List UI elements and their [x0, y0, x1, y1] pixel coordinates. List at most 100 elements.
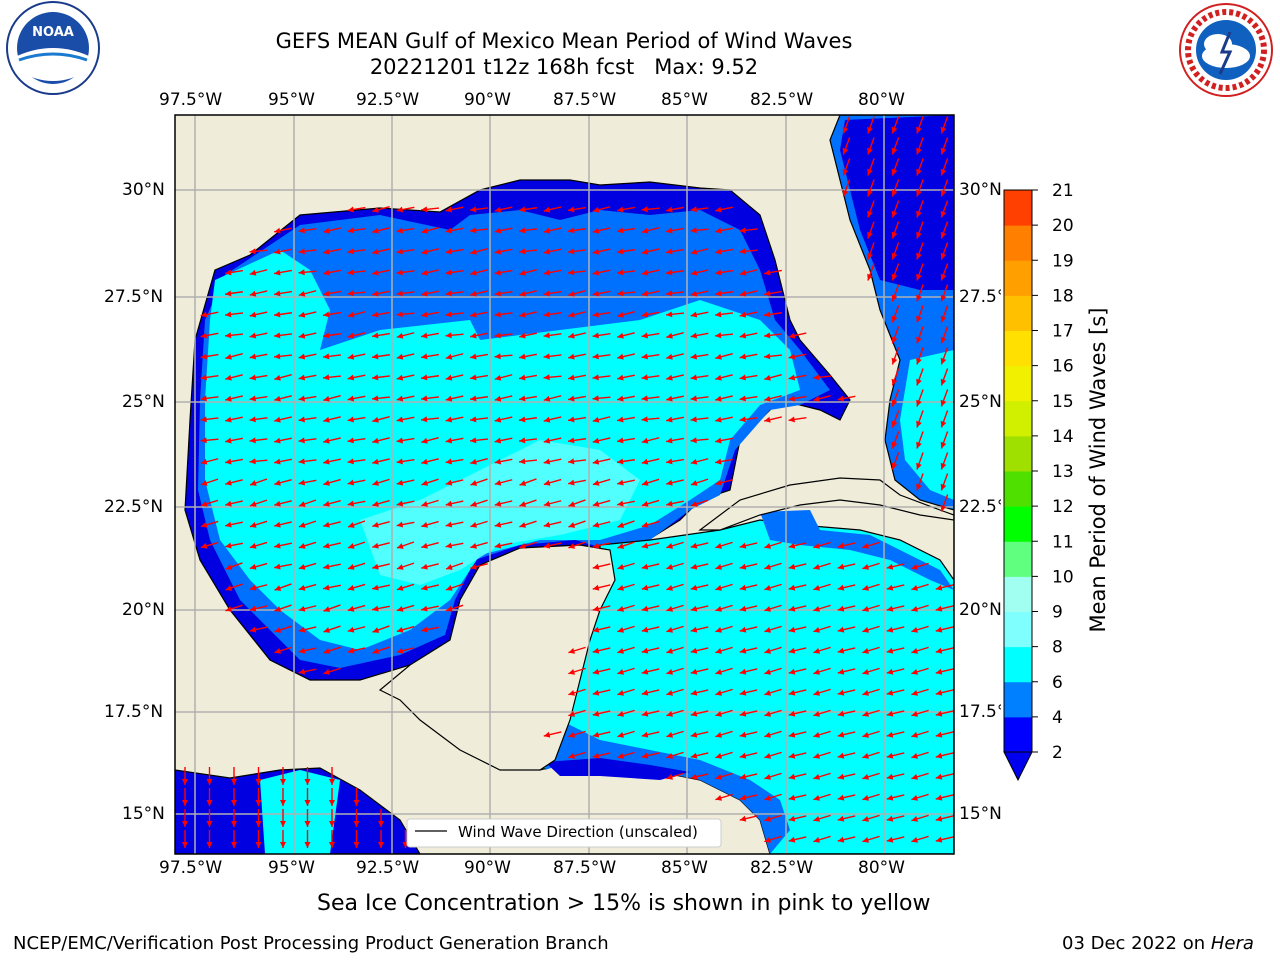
wind-arrow-head — [690, 542, 698, 549]
wind-arrow-head — [200, 311, 208, 318]
lat-label-right-27-5: 27.5°N — [959, 287, 1001, 307]
wind-arrow-head — [494, 374, 502, 381]
wind-arrow-head — [347, 311, 355, 318]
wind-arrow-head — [323, 606, 331, 612]
wind-arrow-head — [421, 227, 428, 234]
wind-arrow-head — [372, 206, 379, 213]
wind-arrow-head — [911, 627, 919, 633]
wind-arrow-head — [739, 731, 747, 738]
wind-arrow-head — [911, 837, 919, 843]
colorbar-tick-label: 16 — [1052, 357, 1074, 377]
wind-arrow-head — [494, 458, 502, 465]
wind-arrow-head — [494, 290, 501, 297]
wind-arrow-head — [911, 690, 919, 696]
wind-arrow-head — [592, 374, 599, 381]
wind-arrow-head — [298, 647, 306, 654]
wind-arrow-head — [666, 206, 673, 213]
wind-arrow-head — [788, 773, 796, 780]
wind-arrow-head — [323, 248, 330, 255]
wind-arrow-head — [519, 501, 527, 507]
wind-arrow-head — [940, 147, 947, 155]
wind-arrow-head — [617, 458, 624, 465]
nws-logo — [1178, 2, 1274, 98]
colorbar-segment — [1004, 541, 1032, 577]
wind-arrow-head — [715, 795, 723, 801]
wind-arrow-head — [494, 395, 502, 402]
wind-arrow-head — [666, 248, 673, 255]
colorbar-tick-label: 14 — [1052, 427, 1074, 447]
wind-arrow-head — [347, 248, 354, 255]
wind-arrow-head — [323, 500, 330, 507]
wind-arrow-head — [690, 374, 697, 381]
wind-arrow-head — [690, 290, 698, 297]
lon-label-top-90: 90°W — [464, 90, 511, 110]
wind-arrow-head — [641, 437, 649, 444]
wind-arrow-head — [641, 353, 648, 360]
lon-label-bottom-85: 85°W — [661, 858, 708, 878]
wind-arrow-head — [182, 842, 188, 848]
wind-arrow-head — [347, 227, 354, 234]
wind-arrow-head — [445, 395, 453, 402]
wind-arrow-head — [862, 648, 870, 654]
wind-arrow-head — [739, 752, 747, 759]
wind-arrow-head — [274, 479, 281, 486]
wind-arrow-head — [764, 711, 772, 717]
wind-arrow-head — [249, 584, 257, 591]
wind-arrow-head — [666, 227, 673, 234]
wind-arrow-head — [298, 227, 305, 234]
wind-arrow-head — [788, 752, 796, 759]
wind-arrow-head — [421, 290, 428, 297]
wind-arrow-head — [470, 480, 478, 486]
wind-arrow-head — [298, 563, 306, 570]
wind-arrow-head — [347, 584, 355, 591]
wind-arrow-head — [813, 564, 821, 570]
wind-arrow-head — [347, 206, 355, 213]
wind-arrow-head — [617, 500, 624, 507]
wind-arrow-head — [421, 374, 428, 381]
wind-arrow-head — [617, 606, 625, 612]
wind-arrow-head — [867, 126, 873, 134]
colorbar: 2 4 6 8 9 10 11 12 13 14 15 16 17 18 19 20 21 — [1003, 181, 1074, 782]
wind-arrow-head — [298, 668, 306, 675]
wind-arrow-head — [298, 353, 306, 360]
wind-arrow-head — [543, 311, 550, 318]
wind-arrow-head — [940, 210, 947, 218]
wind-arrow-head — [867, 252, 873, 260]
wind-arrow-head — [200, 521, 208, 528]
wind-arrow-head — [788, 374, 796, 381]
wind-arrow-head — [842, 126, 849, 134]
wind-arrow-head — [568, 669, 576, 675]
wind-arrow-head — [445, 479, 453, 486]
colorbar-segment — [1004, 225, 1032, 261]
wind-arrow-head — [788, 416, 795, 423]
wind-arrow-head — [592, 563, 600, 570]
wind-arrow-head — [396, 500, 404, 507]
wind-arrow-head — [255, 800, 262, 806]
wind-arrow-head — [323, 353, 330, 360]
wind-arrow-head — [916, 252, 922, 260]
wind-arrow-head — [764, 564, 772, 570]
wind-arrow-head — [543, 374, 550, 381]
wind-arrow-head — [641, 248, 649, 255]
wind-arrow-head — [862, 606, 870, 612]
wind-arrow-head — [764, 290, 771, 297]
wind-arrow-head — [666, 458, 673, 465]
wind-arrow-head — [617, 332, 624, 339]
wind-arrow-head — [867, 168, 873, 176]
wind-arrow-head — [494, 542, 502, 549]
wind-arrow-head — [862, 837, 870, 843]
wind-arrow-head — [592, 458, 600, 465]
wind-arrow-head — [739, 416, 746, 423]
wind-arrow-head — [347, 416, 355, 423]
lat-label-right-20: 20°N — [959, 600, 1002, 620]
wind-arrow-head — [911, 585, 919, 591]
wind-arrow-head — [372, 648, 380, 654]
wind-arrow-head — [298, 522, 306, 528]
wind-arrow-head — [935, 710, 943, 717]
wind-arrow-head — [886, 794, 894, 801]
wind-arrow-head — [666, 332, 673, 339]
wind-arrow-head — [617, 669, 625, 675]
wind-arrow-head — [592, 416, 600, 423]
wind-arrow-head — [641, 668, 649, 675]
wind-arrow-head — [347, 458, 354, 465]
